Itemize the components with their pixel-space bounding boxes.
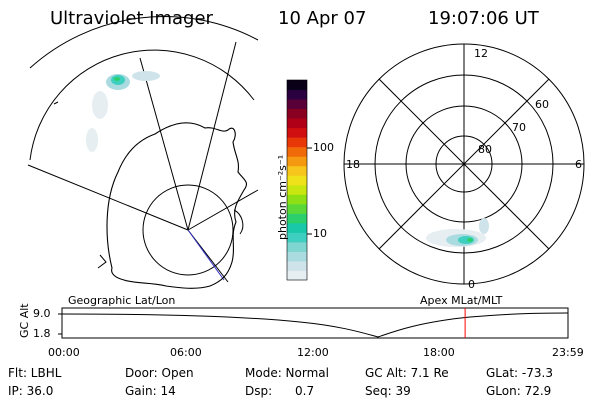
timeline-tick-1200: 12:00 [297,346,329,359]
colorbar-segment [287,241,307,252]
timeline-axis-label: GC Alt [18,303,31,338]
polar-label-60: 60 [535,98,549,111]
info-mode: Mode: Normal [245,366,329,380]
polar-label-80: 80 [478,143,492,156]
colorbar-segment [287,99,307,110]
polar-label-6: 6 [575,158,582,171]
timeline-tick-1800: 18:00 [423,346,455,359]
info-ip: IP: 36.0 [8,384,54,398]
colorbar-segment [287,127,307,138]
info-filter: Flt: LBHL [8,366,62,380]
timeline-ymax: 9.0 [33,307,51,320]
colorbar-tick-100: 100 [313,141,334,154]
colorbar-tick-10: 10 [313,227,327,240]
colorbar-segment [287,146,307,157]
colorbar-segment [287,232,307,243]
polar-label-12: 12 [474,47,488,60]
geographic-map [27,16,259,289]
date-label: 10 Apr 07 [278,8,367,29]
colorbar-segment [287,260,307,271]
aurora-oval-polar [426,218,489,247]
colorbar-segment [287,89,307,100]
colorbar-segment [287,156,307,167]
colorbar-unit: photon cm⁻²s⁻¹ [276,154,289,240]
colorbar-segment [287,270,307,281]
colorbar-segment [287,175,307,186]
color-bar [287,80,307,281]
colorbar-segment [287,137,307,148]
apex-label: Apex MLat/MLT [420,294,503,307]
polar-plot [343,43,585,285]
info-dsp: Dsp: 0.7 [245,384,315,398]
colorbar-segment [287,80,307,91]
time-label: 19:07:06 UT [428,8,539,29]
info-gc-alt: GC Alt: 7.1 Re [365,366,449,380]
colorbar-segment [287,251,307,262]
timeline-tick-0000: 00:00 [48,346,80,359]
app-title: Ultraviolet Imager [50,8,213,29]
info-glat: GLat: -73.3 [486,366,553,380]
timeline-tick-0600: 06:00 [170,346,202,359]
info-door: Door: Open [125,366,194,380]
info-glon: GLon: 72.9 [486,384,552,398]
polar-label-18: 18 [346,158,360,171]
colorbar-segment [287,165,307,176]
info-gain: Gain: 14 [125,384,176,398]
colorbar-segment [287,184,307,195]
polar-label-0: 0 [468,278,475,291]
timeline-ymin: 1.8 [33,327,51,340]
colorbar-segment [287,203,307,214]
colorbar-segment [287,222,307,233]
polar-label-70: 70 [512,121,526,134]
colorbar-segment [287,194,307,205]
colorbar-segment [287,118,307,129]
geographic-label: Geographic Lat/Lon [68,294,176,307]
colorbar-segment [287,213,307,224]
aurora-oval-geo [86,71,160,152]
timeline-tick-2359: 23:59 [552,346,584,359]
info-seq: Seq: 39 [365,384,411,398]
colorbar-segment [287,108,307,119]
timeline-chart [58,307,569,339]
